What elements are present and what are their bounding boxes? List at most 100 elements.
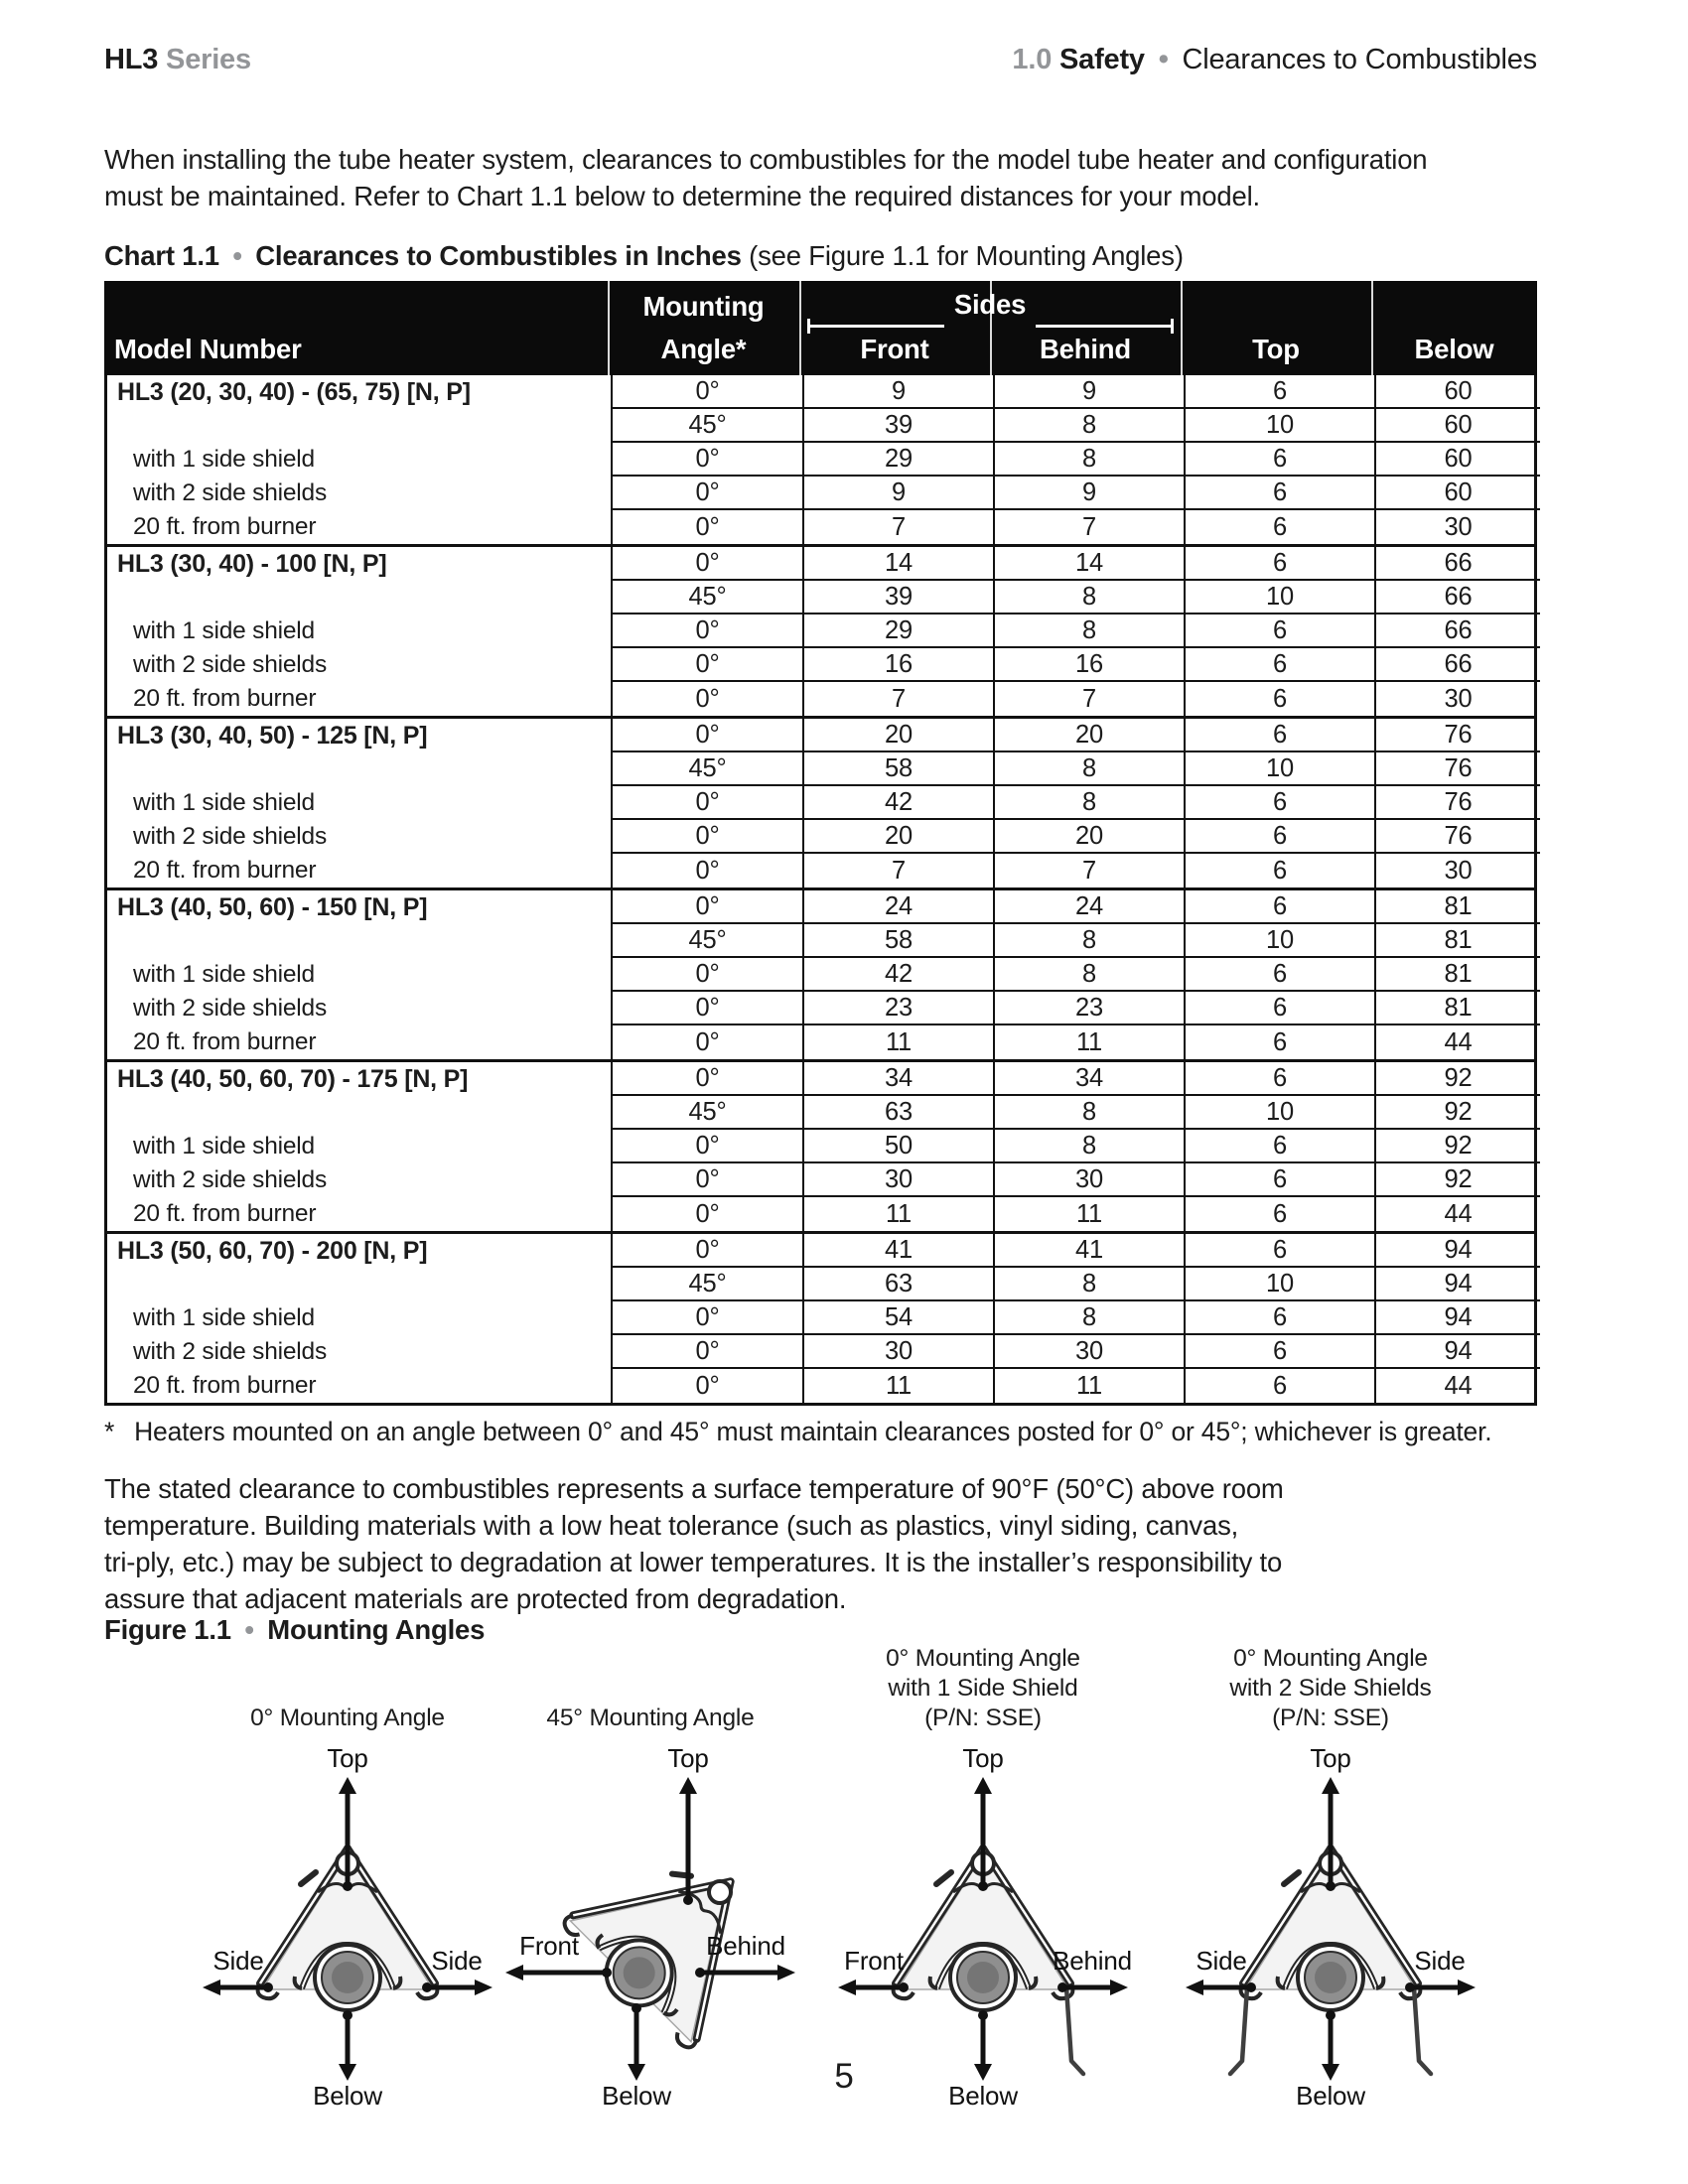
value-cell: 94 [1374, 1301, 1540, 1335]
row-label-cell: with 2 side shields [133, 479, 328, 506]
table-group: HL3 (30, 40, 50) - 125 [N, P] 0° 20 20 6 76 45… [107, 716, 1540, 887]
table-row: with 2 side shields 0° 30 30 6 92 [107, 1163, 1540, 1197]
clearances-table: Model Number Mounting Angle* Sides Front… [104, 281, 1540, 1406]
value-cell: 20 [802, 719, 993, 752]
section-topic: Clearances to Combustibles [1182, 44, 1538, 75]
row-label-cell: with 2 side shields [133, 1338, 328, 1365]
value-cell: 10 [1184, 581, 1374, 614]
value-cell: 45° [611, 1096, 802, 1130]
row-label-cell: with 1 side shield [133, 1304, 315, 1331]
section-name: Safety [1059, 44, 1145, 75]
value-cell: 6 [1184, 1301, 1374, 1335]
value-cell: 7 [993, 854, 1184, 887]
value-cell: 8 [993, 443, 1184, 477]
value-cell: 60 [1374, 409, 1540, 443]
table-group: HL3 (40, 50, 60) - 150 [N, P] 0° 24 24 6 81 45… [107, 887, 1540, 1059]
table-row: with 1 side shield 0° 29 8 6 66 [107, 614, 1540, 648]
value-cell: 6 [1184, 375, 1374, 409]
arrow-heads [505, 1777, 795, 2081]
figure-number: Figure 1.1 [104, 1614, 231, 1645]
table-row: with 2 side shields 0° 16 16 6 66 [107, 648, 1540, 682]
value-cell: 6 [1184, 443, 1374, 477]
value-cell: 0° [611, 375, 802, 409]
mounting-angle-diagram: 45° Mounting Angle Top Fron [492, 1638, 809, 2116]
value-cell: 8 [993, 1096, 1184, 1130]
heater-cross-section: Top Side Side Below [1186, 1743, 1476, 2111]
right-label: Behind [1053, 1946, 1132, 1976]
bullet-separator: • [1158, 44, 1169, 75]
model-number-cell: HL3 (40, 50, 60, 70) - 175 [N, P] [117, 1064, 469, 1093]
diagram-caption: 0° Mounting Angle with 1 Side Shield (P/… [886, 1645, 1080, 1731]
row-label-cell [107, 752, 611, 786]
value-cell: 45° [611, 581, 802, 614]
row-label-cell [107, 581, 611, 614]
value-cell: 39 [802, 581, 993, 614]
col-header-mounting-2: Angle* [660, 334, 747, 364]
mounting-angle-diagram: 0° Mounting Angle with 2 Side Shields (P… [1172, 1638, 1489, 2116]
value-cell: 6 [1184, 890, 1374, 924]
value-cell: 0° [611, 1335, 802, 1369]
value-cell: 0° [611, 547, 802, 581]
table-row: 45° 63 8 10 92 [107, 1096, 1540, 1130]
below-label: Below [313, 2081, 382, 2111]
diagram-caption: 45° Mounting Angle [546, 1705, 755, 1731]
header-divider [799, 281, 801, 375]
value-cell: 66 [1374, 648, 1540, 682]
row-label-cell: with 1 side shield [133, 789, 315, 816]
arrow-heads [1186, 1777, 1476, 2081]
bullet-separator: • [244, 1614, 254, 1645]
value-cell: 94 [1374, 1268, 1540, 1301]
row-label-cell: with 2 side shields [133, 1166, 328, 1193]
top-label: Top [962, 1743, 1003, 1773]
value-cell: 29 [802, 443, 993, 477]
series-name: HL3 [104, 44, 159, 75]
value-cell: 14 [802, 547, 993, 581]
value-cell: 6 [1184, 682, 1374, 716]
value-cell: 0° [611, 1234, 802, 1268]
table-row: with 2 side shields 0° 23 23 6 81 [107, 992, 1540, 1025]
sides-bracket-line [1036, 325, 1173, 328]
value-cell: 41 [802, 1234, 993, 1268]
value-cell: 81 [1374, 992, 1540, 1025]
value-cell: 11 [993, 1197, 1184, 1231]
row-label-cell [107, 924, 611, 958]
value-cell: 0° [611, 1025, 802, 1059]
value-cell: 76 [1374, 719, 1540, 752]
right-label: Side [1414, 1946, 1465, 1976]
model-number-cell: HL3 (30, 40) - 100 [N, P] [117, 549, 387, 578]
value-cell: 0° [611, 992, 802, 1025]
value-cell: 6 [1184, 1062, 1374, 1096]
header-divider [990, 281, 992, 375]
chart-title-note: (see Figure 1.1 for Mounting Angles) [749, 240, 1184, 271]
value-cell: 81 [1374, 890, 1540, 924]
value-cell: 41 [993, 1234, 1184, 1268]
value-cell: 92 [1374, 1062, 1540, 1096]
row-label-cell [107, 409, 611, 443]
value-cell: 30 [1374, 510, 1540, 544]
value-cell: 8 [993, 958, 1184, 992]
bullet-separator: • [232, 240, 242, 271]
value-cell: 63 [802, 1096, 993, 1130]
value-cell: 44 [1374, 1369, 1540, 1403]
value-cell: 34 [802, 1062, 993, 1096]
value-cell: 0° [611, 1197, 802, 1231]
value-cell: 0° [611, 1163, 802, 1197]
value-cell: 45° [611, 752, 802, 786]
value-cell: 8 [993, 1268, 1184, 1301]
table-row: 20 ft. from burner 0° 11 11 6 44 [107, 1025, 1534, 1059]
value-cell: 58 [802, 924, 993, 958]
clearance-arrows [218, 1791, 477, 2067]
value-cell: 60 [1374, 375, 1540, 409]
row-label-cell [107, 1096, 611, 1130]
value-cell: 6 [1184, 958, 1374, 992]
value-cell: 7 [802, 682, 993, 716]
value-cell: 94 [1374, 1234, 1540, 1268]
value-cell: 6 [1184, 1234, 1374, 1268]
table-row: 45° 58 8 10 76 [107, 752, 1540, 786]
heater-cross-section: Top Side Side Below [203, 1743, 492, 2111]
value-cell: 45° [611, 409, 802, 443]
table-row: 20 ft. from burner 0° 7 7 6 30 [107, 682, 1534, 716]
value-cell: 0° [611, 614, 802, 648]
table-row: HL3 (30, 40) - 100 [N, P] 0° 14 14 6 66 [107, 547, 1540, 581]
row-label-cell: with 1 side shield [133, 617, 315, 644]
